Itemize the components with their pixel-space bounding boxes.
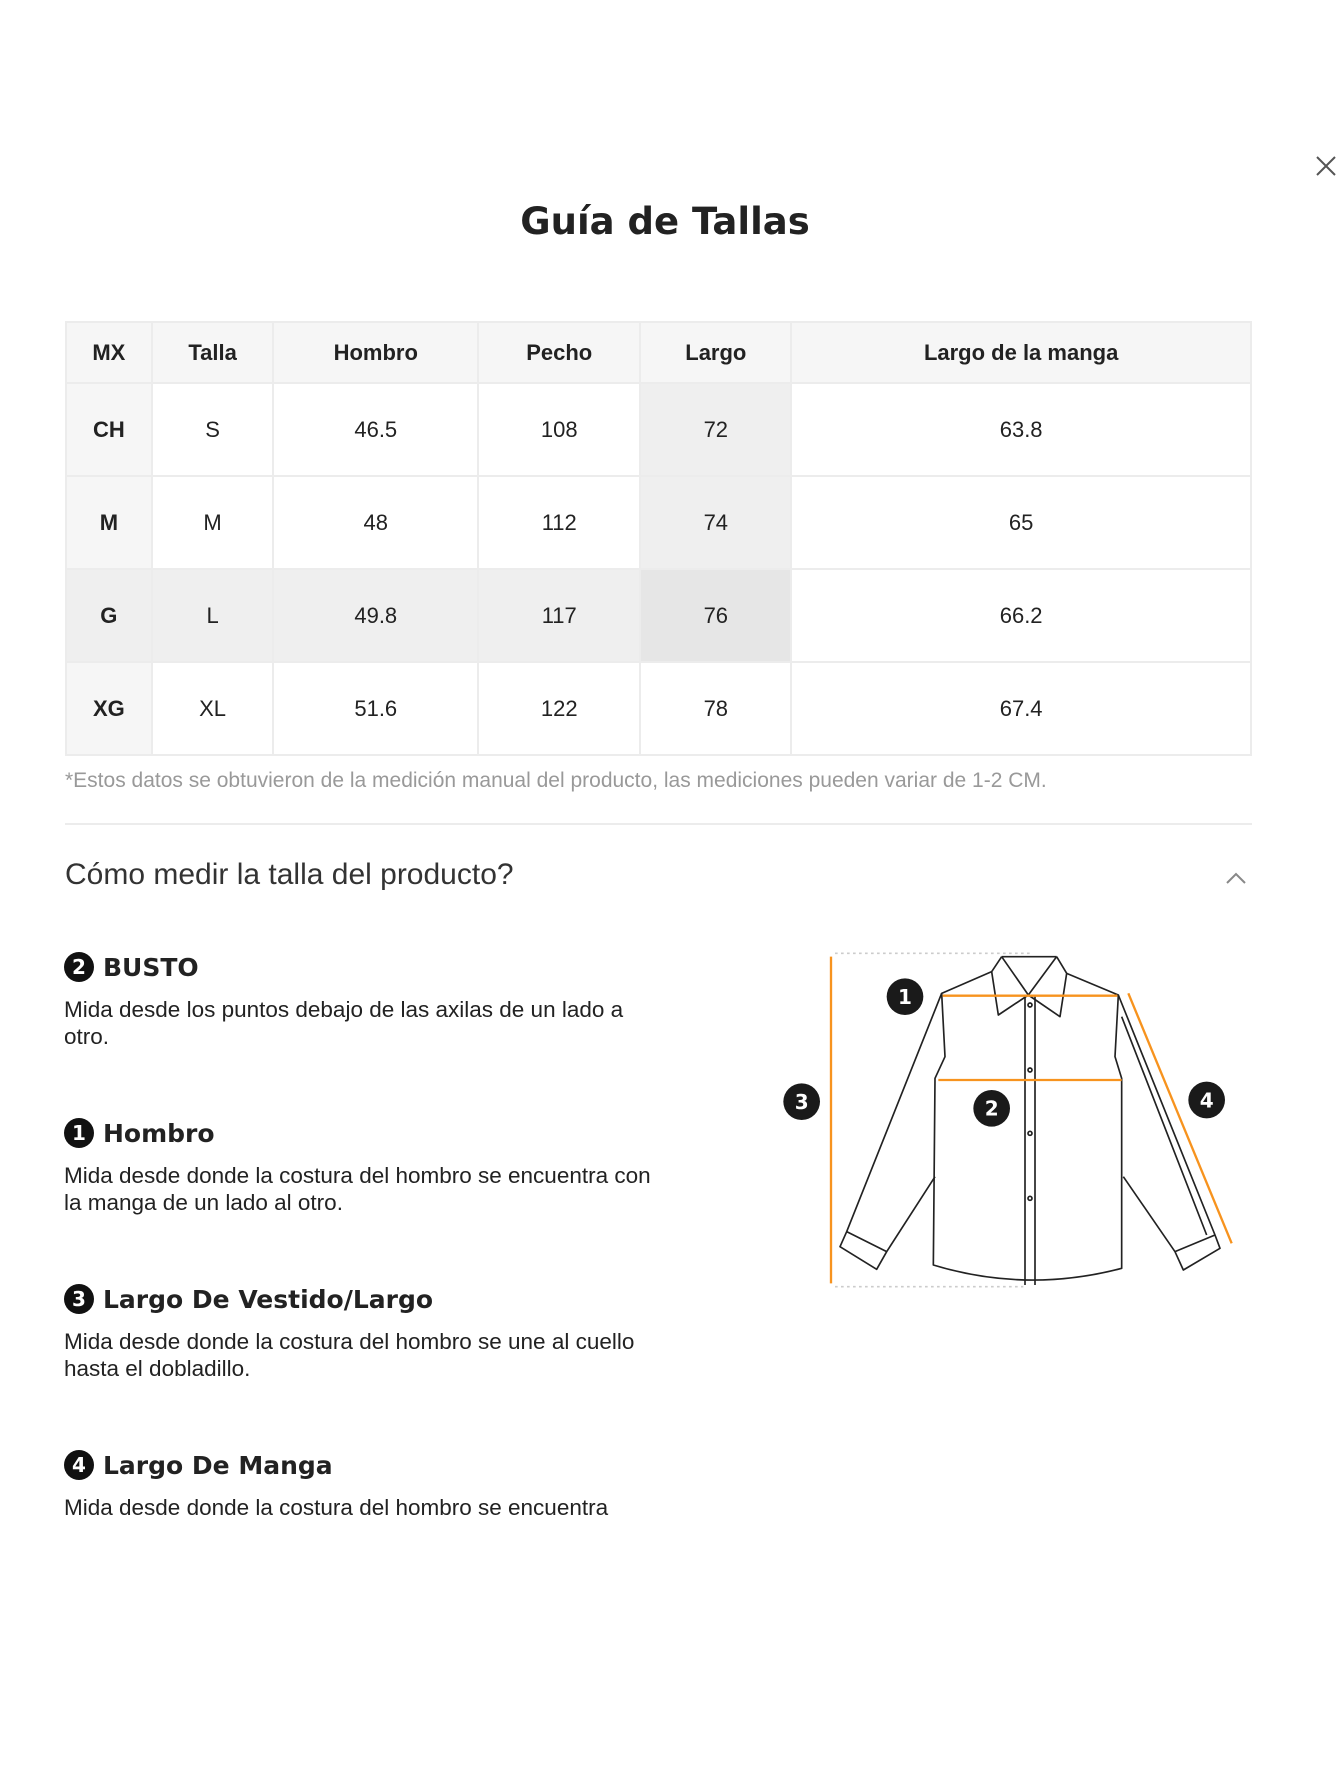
shirt-measurement-diagram: 1 2 3 4 (783, 952, 1233, 1288)
guide-lines (835, 952, 1030, 1288)
table-cell: 48 (272, 475, 480, 570)
svg-text:2: 2 (985, 1097, 999, 1121)
measure-section-title: 4 Largo De Manga (64, 1450, 654, 1480)
table-row: M M 48 112 74 65 (65, 475, 1252, 570)
svg-text:3: 3 (795, 1090, 809, 1114)
measure-section: 4 Largo De Manga Mida desde donde la costu… (64, 1450, 654, 1521)
measure-section: 2 BUSTO Mida desde los puntos debajo de la… (64, 952, 654, 1050)
measurement-note: *Estos datos se obtuvieron de la medició… (65, 769, 1047, 792)
table-cell: 117 (477, 568, 642, 663)
table-cell: 74 (639, 475, 793, 570)
table-cell: M (65, 475, 153, 570)
number-badge-icon: 4 (64, 1450, 94, 1480)
table-cell: 112 (477, 475, 642, 570)
header-mx: MX (65, 321, 153, 384)
section-title-text: Hombro (103, 1118, 215, 1148)
table-cell: 46.5 (272, 382, 480, 477)
table-cell: 66.2 (790, 568, 1252, 663)
marker-2: 2 (973, 1090, 1010, 1127)
svg-text:4: 4 (1200, 1088, 1214, 1112)
section-title-text: BUSTO (103, 952, 199, 982)
table-cell: 49.8 (272, 568, 480, 663)
table-cell: 63.8 (790, 382, 1252, 477)
table-cell: M (150, 475, 275, 570)
section-title-text: Largo De Vestido/Largo (103, 1284, 434, 1314)
measure-section-text: Mida desde los puntos debajo de las axil… (64, 997, 624, 1049)
header-talla: Talla (150, 321, 275, 384)
table-header-row: MX Talla Hombro Pecho Largo Largo de la … (65, 321, 1252, 384)
table-cell: S (150, 382, 275, 477)
table-cell: 76 (639, 568, 793, 663)
number-badge-icon: 1 (64, 1118, 94, 1148)
table-cell: CH (65, 382, 153, 477)
table-cell: G (65, 568, 153, 663)
number-badge-icon: 2 (64, 952, 94, 982)
table-row: G L 49.8 117 76 66.2 (65, 568, 1252, 663)
section-title-text: Largo De Manga (103, 1450, 333, 1480)
measure-section-text: Mida desde donde la costura del hombro s… (64, 1163, 651, 1215)
header-hombro: Hombro (272, 321, 480, 384)
size-guide-dialog: Guía de Tallas MX Talla Hombro Pecho Lar… (64, 154, 1338, 1521)
table-cell: 51.6 (272, 661, 480, 756)
table-cell: 122 (477, 661, 642, 756)
header-pecho: Pecho (477, 321, 642, 384)
table-cell: 108 (477, 382, 642, 477)
table-cell: XL (150, 661, 275, 756)
shirt-outline (839, 955, 1221, 1285)
header-largo: Largo (639, 321, 793, 384)
dialog-title: Guía de Tallas (520, 200, 810, 243)
marker-1: 1 (886, 978, 924, 1015)
header-largo-manga: Largo de la manga (790, 321, 1252, 384)
measure-section-text: Mida desde donde la costura del hombro s… (64, 1495, 609, 1520)
measure-section-title: 3 Largo De Vestido/Largo (64, 1284, 654, 1314)
marker-3: 3 (783, 1083, 820, 1120)
table-row: CH S 46.5 108 72 63.8 (65, 382, 1252, 477)
how-to-measure-title[interactable]: Cómo medir la talla del producto? (65, 858, 514, 891)
measure-section-title: 2 BUSTO (64, 952, 654, 982)
table-cell: 67.4 (790, 661, 1252, 756)
table-cell: XG (65, 661, 153, 756)
table-cell: L (150, 568, 275, 663)
sleeve-line (1127, 992, 1233, 1244)
table-cell: 78 (639, 661, 793, 756)
size-table: MX Talla Hombro Pecho Largo Largo de la … (65, 321, 1252, 756)
chevron-up-icon[interactable] (1224, 868, 1248, 888)
svg-text:1: 1 (898, 985, 912, 1009)
measure-lines (829, 956, 1233, 1284)
measure-section-title: 1 Hombro (64, 1118, 654, 1148)
close-icon[interactable] (1314, 154, 1338, 178)
measure-section-text: Mida desde donde la costura del hombro s… (64, 1329, 635, 1381)
table-cell: 65 (790, 475, 1252, 570)
measure-section: 3 Largo De Vestido/Largo Mida desde donde … (64, 1284, 654, 1382)
measure-section: 1 Hombro Mida desde donde la costura del h… (64, 1118, 654, 1216)
table-cell: 72 (639, 382, 793, 477)
number-badge-icon: 3 (64, 1284, 94, 1314)
divider (65, 823, 1252, 825)
marker-4: 4 (1188, 1081, 1225, 1119)
table-row: XG XL 51.6 122 78 67.4 (65, 661, 1252, 756)
